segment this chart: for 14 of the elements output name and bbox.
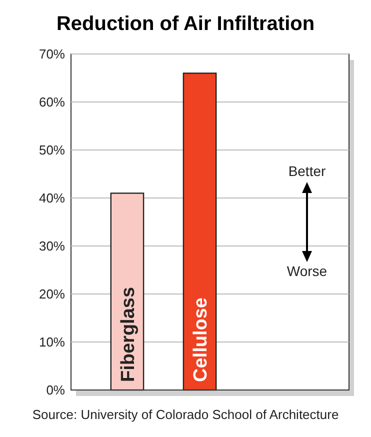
y-tick-label: 20% <box>38 286 66 302</box>
y-tick-label: 10% <box>38 334 66 350</box>
y-tick-label: 30% <box>38 238 66 254</box>
text: Better <box>288 163 326 179</box>
source-note: Source: University of Colorado School of Architecture <box>32 407 339 422</box>
y-tick-label: 40% <box>38 190 66 206</box>
y-tick-label: 0% <box>46 382 66 398</box>
text: Worse <box>286 263 328 279</box>
y-tick-label: 70% <box>38 46 66 62</box>
y-tick-label: 50% <box>38 142 66 158</box>
x-tick-label: Cellulose <box>190 298 212 382</box>
x-tick-label: Fiberglass <box>118 286 139 382</box>
y-tick-label: 60% <box>38 94 66 110</box>
chart-title: Reduction of Air Infiltration <box>56 13 315 35</box>
